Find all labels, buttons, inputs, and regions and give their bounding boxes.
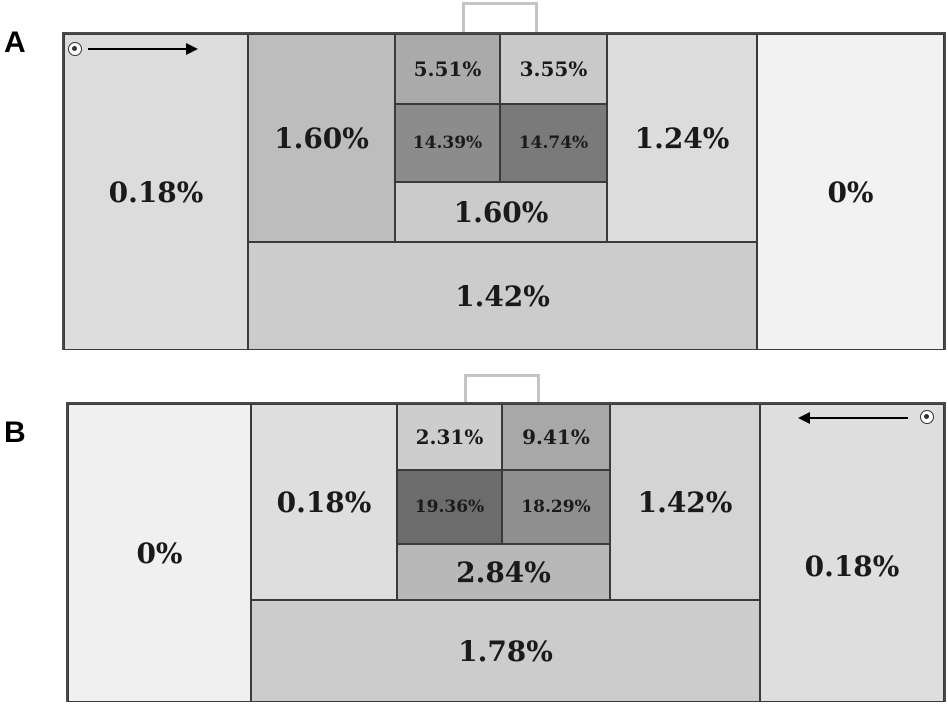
zone-left-box: 1.60% [248, 34, 395, 242]
zone-value: 2.84% [456, 555, 551, 589]
panel-a-label: A [4, 26, 26, 59]
zone-value: 0.18% [108, 175, 204, 209]
zone-value: 2.31% [415, 425, 484, 449]
zone-value: 1.24% [634, 121, 730, 155]
zone-value: 19.36% [414, 497, 485, 517]
zone-left-box: 0.18% [251, 404, 397, 600]
goal-a [462, 2, 538, 32]
zone-center-left: 14.39% [395, 104, 500, 182]
goal-b [464, 374, 540, 404]
zone-lower-center: 1.60% [395, 182, 607, 242]
arrow-right-head-icon [186, 43, 198, 55]
arrow-left-head-icon [798, 412, 810, 424]
soccer-ball-icon [920, 410, 934, 424]
panel-b-label: B [4, 416, 26, 449]
zone-right-box: 1.42% [610, 404, 760, 600]
zone-value: 14.74% [518, 133, 589, 153]
zone-lower-center: 2.84% [397, 544, 610, 600]
pitch-b: 0% 0.18% 2.31% 9.41% 19.36% 18.29% 2.84%… [66, 402, 946, 702]
zone-value: 3.55% [519, 57, 588, 81]
soccer-ball-icon [68, 42, 82, 56]
zone-left-wide: 0% [68, 404, 251, 702]
zone-value: 14.39% [412, 133, 483, 153]
arrow-left-icon [808, 417, 908, 419]
zone-value: 0% [136, 536, 183, 570]
zone-top-right: 9.41% [502, 404, 610, 470]
zone-center-right: 14.74% [500, 104, 607, 182]
zone-top-left: 2.31% [397, 404, 502, 470]
zone-center-left: 19.36% [397, 470, 502, 544]
zone-value: 5.51% [413, 57, 482, 81]
zone-value: 1.60% [274, 121, 369, 155]
zone-right-box: 1.24% [607, 34, 757, 242]
zone-bottom: 1.78% [251, 600, 760, 702]
zone-value: 18.29% [521, 497, 591, 517]
zone-right-wide: 0% [757, 34, 944, 350]
zone-value: 0% [827, 175, 874, 209]
zone-right-wide: 0.18% [760, 404, 944, 702]
zone-value: 1.78% [458, 634, 553, 668]
zone-bottom: 1.42% [248, 242, 757, 350]
zone-value: 9.41% [522, 425, 590, 449]
zone-value: 0.18% [804, 549, 900, 583]
zone-top-left: 5.51% [395, 34, 500, 104]
zone-value: 1.42% [637, 485, 733, 519]
zone-top-right: 3.55% [500, 34, 607, 104]
zone-value: 0.18% [276, 485, 372, 519]
zone-left-wide: 0.18% [64, 34, 248, 350]
zone-center-right: 18.29% [502, 470, 610, 544]
arrow-right-icon [88, 48, 188, 50]
pitch-a: 0.18% 1.60% 5.51% 3.55% 14.39% 14.74% 1.… [62, 32, 946, 350]
zone-value: 1.60% [453, 195, 549, 229]
zone-value: 1.42% [455, 279, 550, 313]
